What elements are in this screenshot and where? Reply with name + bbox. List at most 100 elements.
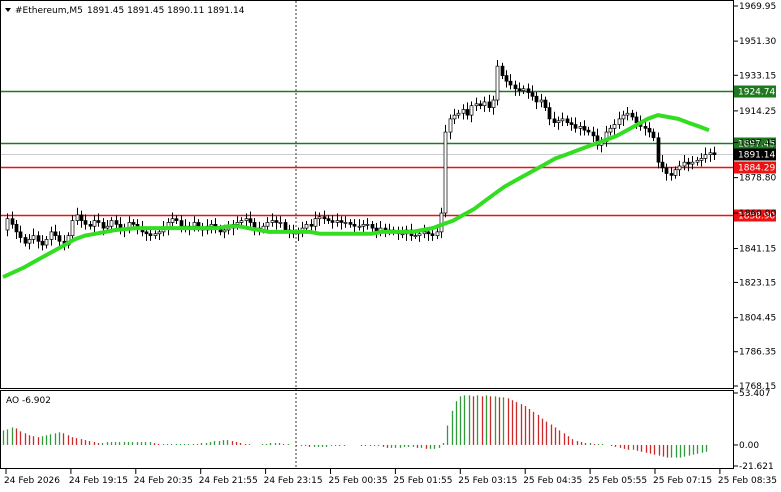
x-tick-label: 25 Feb 08:35 [718, 476, 777, 486]
candle-body [157, 231, 162, 235]
candle-body [495, 65, 500, 101]
candle-body [44, 239, 49, 246]
candle-body [539, 99, 544, 103]
candle-body [517, 88, 522, 91]
y-tick-label: 1951.30 [739, 37, 776, 47]
candle-body [452, 114, 457, 120]
candle-body [313, 218, 318, 227]
candle-body [57, 235, 62, 242]
candle-body [478, 103, 483, 107]
candle-body [482, 101, 487, 107]
candle-body [513, 84, 518, 90]
candle-body [660, 161, 665, 169]
candle-body [23, 237, 28, 244]
x-tick-label: 24 Feb 20:35 [134, 476, 193, 486]
candle-body [235, 222, 240, 225]
candle-body [31, 235, 36, 240]
candle-body [673, 169, 678, 176]
candle-body [174, 218, 179, 221]
ao-pane[interactable] [0, 390, 734, 469]
candle-body [695, 159, 700, 163]
candle-body [170, 218, 175, 223]
x-tick-label: 25 Feb 00:35 [329, 476, 388, 486]
candle-body [339, 220, 344, 223]
main-pane[interactable] [0, 0, 734, 389]
candle-body [443, 131, 448, 214]
candle-body [109, 220, 114, 227]
triangle-down-icon[interactable] [5, 8, 11, 12]
candle-body [526, 88, 531, 93]
candle-body [357, 225, 362, 228]
candle-body [612, 124, 617, 129]
candle-body [534, 95, 539, 103]
y-tick-label: 1768.15 [739, 382, 776, 392]
candle-body [617, 118, 622, 125]
candle-body [699, 158, 704, 161]
candle-body [309, 223, 314, 227]
candle-body [573, 124, 578, 129]
ao-tick-label: -21.621 [739, 462, 774, 472]
candle-body [153, 233, 158, 236]
candle-body [114, 220, 119, 225]
candle-body [682, 161, 687, 167]
candle-body [630, 112, 635, 118]
x-tick-label: 25 Feb 07:15 [653, 476, 712, 486]
candle-body [278, 222, 283, 224]
candle-body [352, 223, 357, 227]
candle-body [248, 218, 253, 223]
candle-body [10, 218, 15, 225]
candle-body [88, 223, 93, 227]
candle-body [621, 114, 626, 120]
moving-average-line[interactable] [2, 113, 710, 279]
candle-body [643, 126, 648, 129]
level-price-label: 1924.74 [738, 88, 775, 98]
candle-body [578, 126, 583, 129]
y-tick-label: 1860.00 [739, 209, 776, 219]
candle-body [634, 116, 639, 124]
candle-body [582, 126, 587, 131]
y-tick-label: 1914.25 [739, 107, 776, 117]
candle-body [586, 129, 591, 133]
candle-body [101, 222, 106, 229]
level-price-tag [734, 85, 776, 98]
x-tick-label: 25 Feb 01:55 [393, 476, 452, 486]
candle-body [647, 127, 652, 133]
candle-body [40, 240, 45, 246]
candle-body [400, 233, 405, 236]
ao-tick-label: 53.407 [739, 389, 771, 399]
candle-body [192, 222, 197, 227]
candle-body [552, 118, 557, 124]
candle-body [92, 220, 97, 227]
candle-body [226, 227, 231, 231]
candle-body [504, 75, 509, 82]
candle-body [690, 161, 695, 165]
candle-body [625, 112, 630, 116]
candle-body [343, 222, 348, 224]
y-tick-label: 1969.95 [739, 2, 776, 12]
candle-body [560, 118, 565, 122]
candle-body [49, 231, 54, 240]
candle-body [317, 216, 322, 220]
candle-body [669, 173, 674, 176]
candle-body [148, 233, 153, 236]
ao-label: AO -6.902 [6, 396, 51, 406]
candle-body [417, 233, 422, 236]
candle-body [565, 118, 570, 124]
y-tick-label: 1878.80 [739, 174, 776, 184]
y-tick-label: 1897.45 [739, 139, 776, 149]
candle-body [96, 220, 101, 223]
candle-body [326, 218, 331, 221]
candle-body [491, 99, 496, 108]
candle-body [508, 80, 513, 86]
candle-body [179, 220, 184, 227]
candle-body [383, 227, 388, 231]
candle-body [469, 105, 474, 116]
x-tick-label: 24 Feb 23:15 [264, 476, 323, 486]
candle-body [664, 167, 669, 174]
x-tick-label: 24 Feb 19:15 [69, 476, 128, 486]
candle-body [456, 112, 461, 116]
candle-body [18, 231, 23, 238]
candle-body [708, 152, 713, 156]
